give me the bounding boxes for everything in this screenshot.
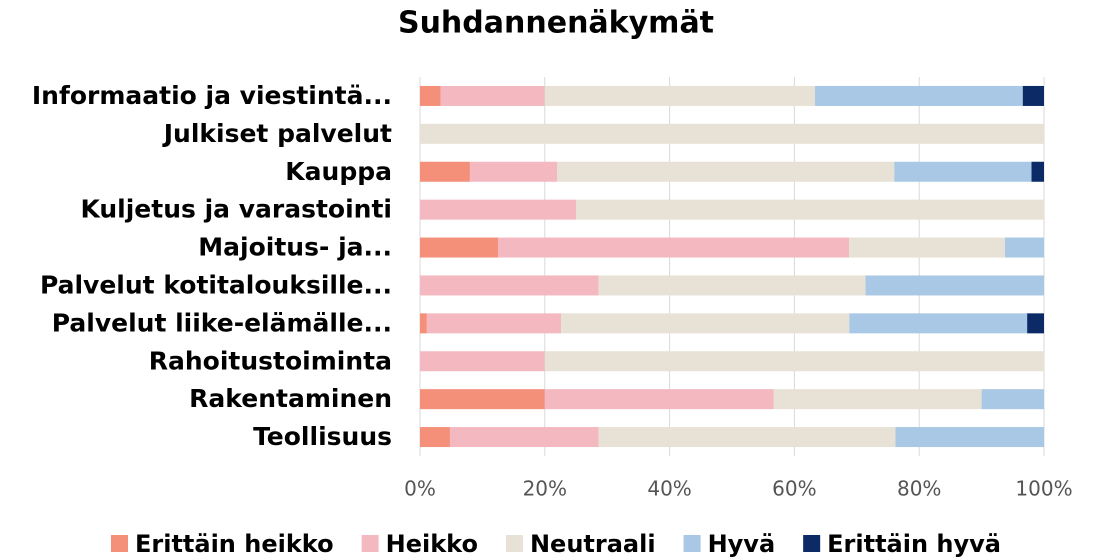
bar-segment bbox=[420, 85, 441, 106]
y-tick-label: Julkiset palvelut bbox=[162, 119, 392, 148]
y-tick-label: Palvelut liike-elämälle... bbox=[52, 308, 392, 337]
legend-swatch bbox=[683, 535, 701, 552]
bar-segment bbox=[420, 389, 545, 410]
bar-segment bbox=[544, 389, 774, 410]
bar-segment bbox=[895, 427, 1044, 448]
bar-segment bbox=[420, 161, 470, 182]
x-tick-label: 60% bbox=[772, 477, 816, 501]
chart-title: Suhdannenäkymät bbox=[398, 6, 714, 41]
bar-segment bbox=[981, 389, 1044, 410]
bar-segment bbox=[773, 389, 982, 410]
bar-segment bbox=[420, 237, 498, 258]
bar-segment bbox=[420, 427, 450, 448]
bar-segment bbox=[576, 199, 1044, 220]
bar-segment bbox=[894, 161, 1032, 182]
bar-segment bbox=[440, 85, 545, 106]
x-tick-label: 0% bbox=[404, 477, 436, 501]
legend-label: Erittäin hyvä bbox=[827, 530, 1001, 558]
bar-segment bbox=[557, 161, 895, 182]
x-tick-label: 80% bbox=[897, 477, 941, 501]
bar-segment bbox=[544, 351, 1044, 372]
bar-segment bbox=[1031, 161, 1044, 182]
legend-swatch bbox=[110, 535, 128, 552]
legend-label: Hyvä bbox=[708, 530, 776, 558]
bar-segment bbox=[865, 275, 1044, 296]
bar-segment bbox=[814, 85, 1023, 106]
legend-swatch bbox=[803, 535, 821, 552]
bar-segment bbox=[426, 313, 562, 334]
y-tick-label: Majoitus- ja... bbox=[198, 233, 392, 262]
bar-segment bbox=[561, 313, 850, 334]
legend-swatch bbox=[505, 535, 523, 552]
x-tick-label: 20% bbox=[523, 477, 567, 501]
bar-segment bbox=[420, 275, 599, 296]
legend-label: Erittäin heikko bbox=[135, 530, 334, 558]
bar-segment bbox=[544, 85, 815, 106]
legend-label: Heikko bbox=[386, 530, 478, 558]
bar-segment bbox=[1027, 313, 1044, 334]
bar-segment bbox=[598, 427, 896, 448]
bar-segment bbox=[469, 161, 558, 182]
bar-segment bbox=[1005, 237, 1044, 258]
bar-segment bbox=[849, 313, 1028, 334]
y-tick-label: Teollisuus bbox=[253, 422, 392, 451]
bar-segment bbox=[1022, 85, 1044, 106]
x-tick-label: 40% bbox=[647, 477, 691, 501]
bar-segment bbox=[449, 427, 599, 448]
bar-segment bbox=[849, 237, 1005, 258]
y-tick-label: Palvelut kotitalouksille... bbox=[40, 270, 392, 299]
bar-segment bbox=[420, 313, 427, 334]
bar-segment bbox=[498, 237, 849, 258]
bar-segment bbox=[420, 123, 1044, 144]
bar-segment bbox=[420, 351, 545, 372]
y-tick-label: Informaatio ja viestintä... bbox=[32, 81, 392, 110]
y-tick-label: Kuljetus ja varastointi bbox=[80, 195, 392, 224]
y-tick-label: Rakentaminen bbox=[189, 384, 392, 413]
bar-segment bbox=[598, 275, 866, 296]
x-tick-label: 100% bbox=[1015, 477, 1072, 501]
y-tick-label: Rahoitustoiminta bbox=[149, 346, 392, 375]
bar-segment bbox=[420, 199, 576, 220]
y-tick-label: Kauppa bbox=[285, 157, 392, 186]
legend-label: Neutraali bbox=[530, 530, 656, 558]
legend-swatch bbox=[361, 535, 379, 552]
